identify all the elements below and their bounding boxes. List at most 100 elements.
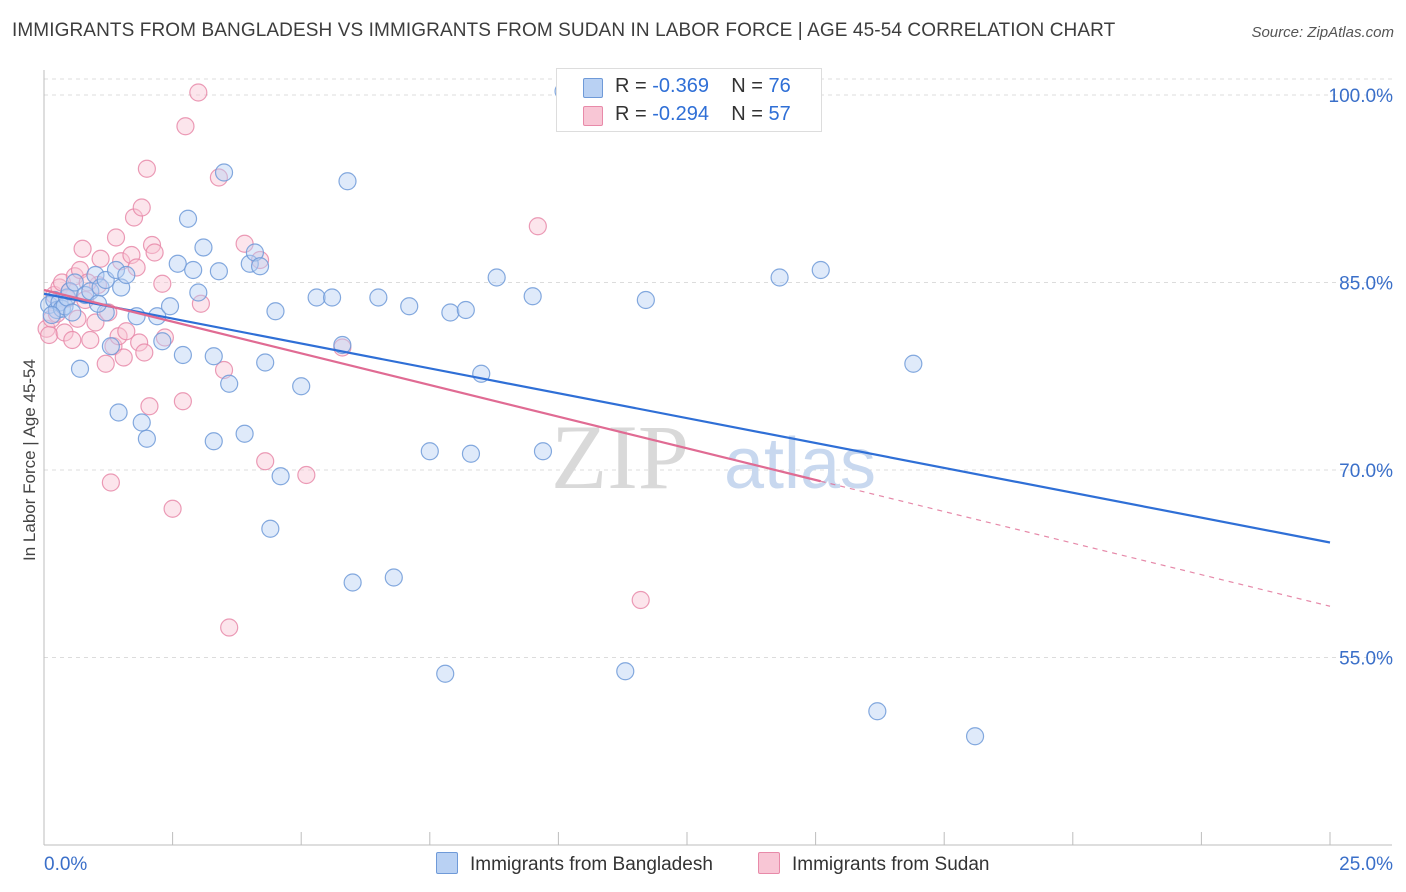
- sudan-point: [145, 243, 164, 262]
- bangladesh-point: [436, 664, 455, 683]
- bangladesh-point: [343, 573, 362, 592]
- bangladesh-point: [52, 299, 72, 318]
- sudan-point: [220, 618, 239, 637]
- series-legend-bangladesh: Immigrants from Bangladesh: [436, 852, 713, 876]
- sudan-point: [73, 239, 92, 258]
- bangladesh-point: [533, 442, 553, 461]
- sudan-point: [132, 198, 151, 217]
- bangladesh-point: [266, 302, 285, 321]
- sudan-point: [112, 252, 131, 271]
- bangladesh-point: [204, 347, 223, 366]
- bangladesh-point: [420, 442, 439, 461]
- sudan-point: [209, 168, 228, 187]
- trend-lines: [43, 288, 1331, 607]
- bangladesh-point: [965, 727, 985, 746]
- sudan-point: [163, 499, 182, 518]
- legend-swatch-blue: [583, 78, 603, 98]
- tick-labels: 55.0% 70.0% 85.0% 100.0% 0.0% 25.0%: [44, 86, 1393, 875]
- correlation-legend: R = -0.369 N = 76 R = -0.294 N = 57: [556, 68, 822, 132]
- bangladesh-point: [369, 288, 388, 307]
- series-label-sudan: Immigrants from Sudan: [792, 854, 990, 875]
- sudan-point: [55, 323, 74, 342]
- sudan-point: [114, 348, 133, 367]
- n-value: 76: [768, 75, 791, 97]
- legend-row-bangladesh: R = -0.369 N = 76: [557, 73, 821, 101]
- bangladesh-point: [292, 377, 311, 396]
- sudan-point: [81, 330, 100, 350]
- bangladesh-point: [461, 444, 481, 463]
- bangladesh-point: [168, 254, 187, 273]
- bangladesh-point: [256, 353, 275, 372]
- sudan-point: [135, 343, 154, 362]
- sudan-trend-line: [43, 288, 822, 483]
- bangladesh-point: [65, 273, 84, 292]
- series-legend: Immigrants from Bangladesh Immigrants fr…: [0, 852, 1406, 878]
- bangladesh-point: [137, 429, 156, 448]
- sudan-point: [256, 452, 275, 471]
- sudan-point: [189, 83, 208, 102]
- sudan-point: [214, 360, 234, 380]
- bangladesh-point: [616, 662, 635, 681]
- bangladesh-point: [109, 403, 128, 422]
- bangladesh-point: [209, 262, 228, 281]
- sudan-point: [153, 274, 172, 293]
- legend-text-bangladesh: R = -0.369 N = 76: [615, 75, 791, 98]
- bangladesh-point: [770, 268, 789, 287]
- legend-text-sudan: R = -0.294 N = 57: [615, 103, 791, 126]
- r-value: -0.369: [652, 75, 709, 97]
- bangladesh-point: [178, 209, 198, 228]
- watermark-zip: ZIP: [551, 406, 689, 508]
- n-label: N =: [731, 103, 769, 125]
- bangladesh-point: [194, 238, 213, 257]
- sudan-point: [40, 325, 59, 345]
- bangladesh-point: [441, 303, 460, 322]
- sudan-points: [37, 83, 650, 637]
- r-label: R =: [615, 103, 653, 125]
- chart-source: Source: ZipAtlas.com: [1251, 24, 1394, 41]
- grid-lines: [44, 78, 1392, 658]
- bangladesh-point: [214, 163, 234, 182]
- chart-title: IMMIGRANTS FROM BANGLADESH VS IMMIGRANTS…: [12, 20, 1116, 41]
- bangladesh-point: [153, 332, 172, 351]
- y-axis-label: In Labor Force | Age 45-54: [20, 359, 39, 561]
- bangladesh-trend-line: [43, 292, 1331, 544]
- y-tick-label: 70.0%: [1339, 461, 1393, 482]
- sudan-point: [137, 159, 156, 178]
- bangladesh-point: [400, 297, 419, 316]
- y-tick-label: 85.0%: [1339, 274, 1393, 295]
- bangladesh-points: [40, 82, 985, 746]
- x-tick-label: 0.0%: [44, 854, 87, 875]
- bangladesh-point: [271, 467, 290, 486]
- legend-row-sudan: R = -0.294 N = 57: [557, 101, 821, 129]
- r-label: R =: [615, 75, 653, 97]
- bangladesh-point: [173, 345, 192, 365]
- bangladesh-point: [42, 305, 61, 325]
- bangladesh-point: [70, 359, 90, 378]
- bangladesh-point: [523, 287, 542, 306]
- bangladesh-point: [117, 265, 136, 285]
- bangladesh-point: [106, 260, 126, 280]
- sudan-point: [63, 330, 82, 350]
- sudan-point: [191, 294, 210, 313]
- bangladesh-point: [250, 257, 270, 276]
- sudan-point: [297, 465, 316, 485]
- y-tick-label: 100.0%: [1329, 86, 1394, 107]
- axes: [43, 70, 1392, 846]
- sudan-point: [176, 117, 195, 136]
- sudan-trend-extrapolation: [820, 480, 1331, 607]
- bangladesh-point: [384, 568, 403, 587]
- x-tick-label: 25.0%: [1339, 854, 1393, 875]
- bangladesh-point: [487, 268, 506, 287]
- bangladesh-point: [189, 283, 208, 302]
- bangladesh-point: [220, 374, 239, 393]
- bangladesh-point: [811, 260, 830, 280]
- sudan-point: [631, 590, 650, 610]
- bangladesh-point: [307, 288, 326, 307]
- series-label-bangladesh: Immigrants from Bangladesh: [470, 854, 713, 875]
- r-value: -0.294: [652, 103, 709, 125]
- sudan-point: [528, 217, 547, 236]
- bangladesh-point: [101, 337, 120, 356]
- series-legend-sudan: Immigrants from Sudan: [758, 852, 989, 876]
- bangladesh-point: [132, 413, 151, 432]
- bangladesh-point: [63, 303, 82, 322]
